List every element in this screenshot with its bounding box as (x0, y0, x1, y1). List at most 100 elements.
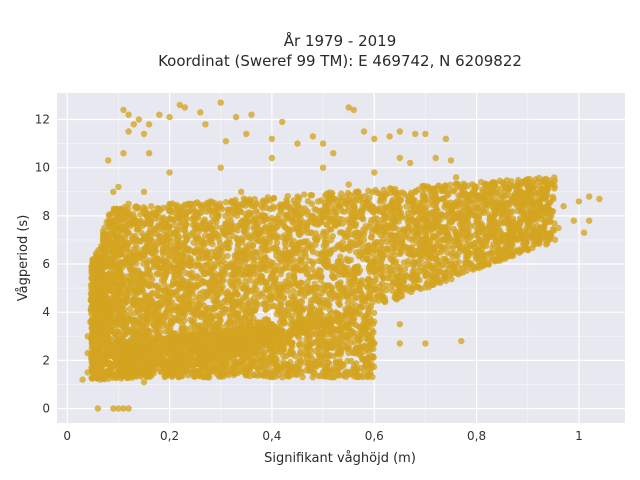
data-point (324, 221, 331, 229)
data-point (271, 245, 278, 252)
data-point (462, 236, 469, 243)
data-point (405, 217, 413, 224)
data-point (358, 214, 365, 222)
data-point (486, 250, 493, 257)
data-point (126, 305, 134, 312)
data-point (353, 294, 361, 301)
data-point (520, 201, 527, 208)
data-point (413, 203, 421, 210)
data-point (155, 324, 162, 331)
data-point (160, 319, 167, 326)
data-point (396, 264, 404, 271)
data-point (503, 214, 511, 222)
data-point (224, 264, 231, 271)
data-point (365, 251, 372, 259)
data-point (166, 200, 173, 208)
data-point (346, 239, 354, 246)
data-point (407, 206, 414, 214)
data-point (378, 253, 385, 260)
data-point (211, 304, 218, 311)
data-point (358, 304, 365, 311)
data-point (344, 229, 351, 237)
data-point (506, 221, 513, 228)
data-point (476, 237, 483, 244)
data-point (148, 203, 155, 210)
data-point (335, 201, 342, 209)
data-point (143, 321, 151, 328)
data-point (183, 261, 190, 268)
data-point (402, 243, 409, 251)
data-point (180, 317, 188, 325)
data-point (208, 265, 215, 273)
data-point (182, 269, 190, 277)
data-point (451, 263, 458, 271)
data-point (291, 210, 299, 217)
data-point (174, 250, 181, 257)
data-point (144, 281, 151, 289)
data-point (352, 249, 360, 256)
data-point (507, 244, 514, 251)
data-point (347, 269, 355, 276)
data-point (304, 198, 312, 205)
data-point (294, 201, 301, 208)
data-point (144, 269, 152, 276)
data-point (235, 310, 242, 317)
data-point (111, 316, 118, 324)
data-point (232, 289, 239, 297)
data-point (148, 217, 155, 224)
data-point (394, 273, 401, 280)
data-point (106, 322, 114, 329)
data-point (336, 301, 343, 309)
data-point (331, 294, 338, 301)
data-point (513, 247, 520, 254)
data-point (389, 287, 396, 294)
data-point (338, 267, 345, 275)
data-point (168, 215, 175, 223)
data-point (137, 220, 144, 227)
data-point (260, 260, 267, 268)
data-point (127, 248, 134, 256)
data-point (401, 265, 409, 273)
data-point (250, 295, 258, 302)
data-point (251, 307, 259, 314)
data-point (382, 213, 390, 220)
data-point (369, 246, 377, 253)
data-point (422, 272, 429, 279)
data-point (115, 300, 123, 307)
data-point (167, 319, 174, 326)
data-point (430, 275, 437, 283)
data-point (143, 211, 150, 218)
data-point (392, 185, 399, 193)
data-point (389, 196, 396, 204)
data-point (379, 285, 386, 293)
data-point (127, 282, 135, 290)
data-point (447, 250, 455, 258)
data-point (122, 230, 129, 238)
data-point (251, 231, 259, 238)
data-point (147, 226, 154, 233)
data-point (110, 273, 118, 281)
data-point (389, 248, 396, 256)
data-point (346, 291, 353, 298)
data-point (541, 235, 548, 243)
data-point (453, 269, 460, 276)
data-point (476, 210, 484, 218)
data-point (430, 224, 437, 231)
data-point (238, 319, 245, 327)
data-point (471, 240, 479, 247)
data-point (101, 224, 108, 231)
data-point (145, 305, 153, 312)
data-point (502, 192, 509, 199)
data-point (302, 290, 309, 297)
data-point (273, 232, 281, 239)
data-point (202, 226, 210, 234)
data-point (251, 218, 259, 225)
data-point (114, 328, 122, 335)
data-point (398, 292, 406, 300)
data-point (444, 262, 452, 269)
data-point (373, 219, 380, 227)
data-point (188, 297, 196, 305)
data-point (277, 313, 285, 320)
data-point (360, 226, 367, 233)
data-point (326, 307, 334, 314)
